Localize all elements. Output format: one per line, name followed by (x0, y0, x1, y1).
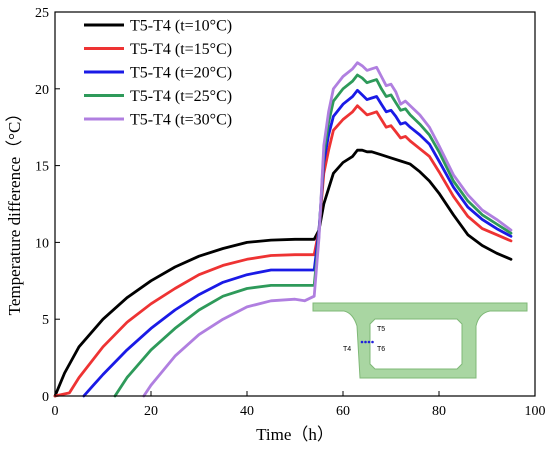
y-tick-label: 25 (35, 6, 49, 21)
x-axis-label: Time（h） (256, 425, 334, 444)
x-tick-label: 0 (52, 404, 59, 419)
axis-ticks: 0 20 40 60 80 100 0 5 10 15 20 25 (35, 6, 546, 419)
y-tick-label: 20 (35, 83, 49, 98)
legend-label-1: T5-T4 (t=10°C) (130, 18, 232, 35)
sensor-label-t5: T5 (377, 326, 385, 333)
sensor-dot (371, 340, 374, 344)
series-line-5 (142, 61, 513, 398)
sensor-dot (367, 340, 371, 344)
sensor-label-t6: T6 (377, 346, 385, 353)
x-tick-label: 100 (525, 404, 546, 419)
legend-label-2: T5-T4 (t=15°C) (130, 41, 232, 58)
plot-frame (54, 11, 536, 397)
y-tick-label: 10 (35, 236, 49, 251)
y-axis-label: Temperature difference（°C） (5, 105, 24, 316)
cross-section-inset: T5 T4 T6 (312, 302, 528, 379)
sensor-dot (364, 340, 367, 344)
sensor-markers (360, 340, 374, 344)
legend-label-3: T5-T4 (t=20°C) (130, 65, 232, 82)
x-tick-label: 80 (432, 404, 446, 419)
x-tick-label: 20 (144, 404, 158, 419)
y-tick-label: 15 (35, 160, 49, 175)
series-line-2 (53, 104, 513, 398)
sensor-dot (360, 340, 364, 344)
x-tick-label: 60 (336, 404, 350, 419)
legend-label-4: T5-T4 (t=25°C) (130, 88, 232, 105)
series-line-1 (53, 148, 513, 398)
series-line-4 (113, 73, 513, 398)
y-tick-label: 5 (42, 313, 49, 328)
series-lines (53, 61, 513, 398)
sensor-label-t4: T4 (343, 346, 351, 353)
legend-label-5: T5-T4 (t=30°C) (130, 112, 232, 129)
legend: T5-T4 (t=10°C) T5-T4 (t=15°C) T5-T4 (t=20°… (84, 18, 232, 129)
series-line-3 (82, 88, 513, 398)
box-girder-section-diagram (312, 302, 528, 379)
y-tick-label: 0 (42, 390, 49, 405)
x-tick-label: 40 (240, 404, 254, 419)
axes (54, 11, 536, 397)
